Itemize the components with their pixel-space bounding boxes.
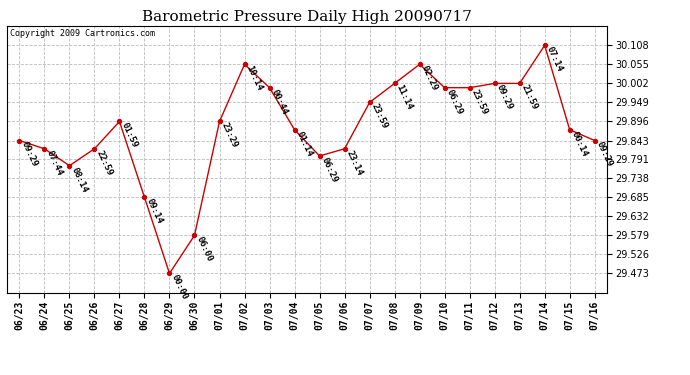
Point xyxy=(589,138,600,144)
Point xyxy=(139,194,150,200)
Point xyxy=(464,85,475,91)
Text: 00:44: 00:44 xyxy=(270,88,289,116)
Text: 23:29: 23:29 xyxy=(219,122,239,150)
Point xyxy=(564,127,575,133)
Text: 07:44: 07:44 xyxy=(44,149,64,177)
Text: 02:29: 02:29 xyxy=(420,64,439,93)
Title: Barometric Pressure Daily High 20090717: Barometric Pressure Daily High 20090717 xyxy=(142,10,472,24)
Point xyxy=(314,153,325,159)
Point xyxy=(14,138,25,144)
Text: 10:14: 10:14 xyxy=(244,64,264,93)
Text: 06:00: 06:00 xyxy=(195,236,214,264)
Point xyxy=(364,99,375,105)
Text: 00:14: 00:14 xyxy=(570,130,589,158)
Text: 09:29: 09:29 xyxy=(595,141,614,169)
Point xyxy=(439,85,450,91)
Text: 23:59: 23:59 xyxy=(370,102,389,130)
Text: 09:14: 09:14 xyxy=(144,197,164,225)
Text: 21:59: 21:59 xyxy=(520,83,539,111)
Text: 01:59: 01:59 xyxy=(119,122,139,150)
Text: 06:29: 06:29 xyxy=(444,88,464,116)
Text: 23:14: 23:14 xyxy=(344,149,364,177)
Point xyxy=(114,118,125,124)
Text: 08:14: 08:14 xyxy=(70,166,89,194)
Text: 00:00: 00:00 xyxy=(170,273,189,302)
Point xyxy=(214,118,225,124)
Text: 22:59: 22:59 xyxy=(95,149,114,177)
Point xyxy=(189,232,200,238)
Text: 06:29: 06:29 xyxy=(319,156,339,184)
Text: 09:29: 09:29 xyxy=(495,83,514,111)
Point xyxy=(89,146,100,152)
Point xyxy=(539,42,550,48)
Point xyxy=(264,85,275,91)
Point xyxy=(389,80,400,86)
Point xyxy=(414,62,425,68)
Point xyxy=(514,80,525,86)
Text: 07:14: 07:14 xyxy=(544,45,564,74)
Text: 09:29: 09:29 xyxy=(19,141,39,169)
Point xyxy=(339,146,350,152)
Point xyxy=(164,270,175,276)
Point xyxy=(289,127,300,133)
Point xyxy=(64,163,75,169)
Point xyxy=(39,146,50,152)
Text: 01:14: 01:14 xyxy=(295,130,314,158)
Text: Copyright 2009 Cartronics.com: Copyright 2009 Cartronics.com xyxy=(10,29,155,38)
Point xyxy=(239,62,250,68)
Text: 11:14: 11:14 xyxy=(395,83,414,111)
Point xyxy=(489,80,500,86)
Text: 23:59: 23:59 xyxy=(470,88,489,116)
